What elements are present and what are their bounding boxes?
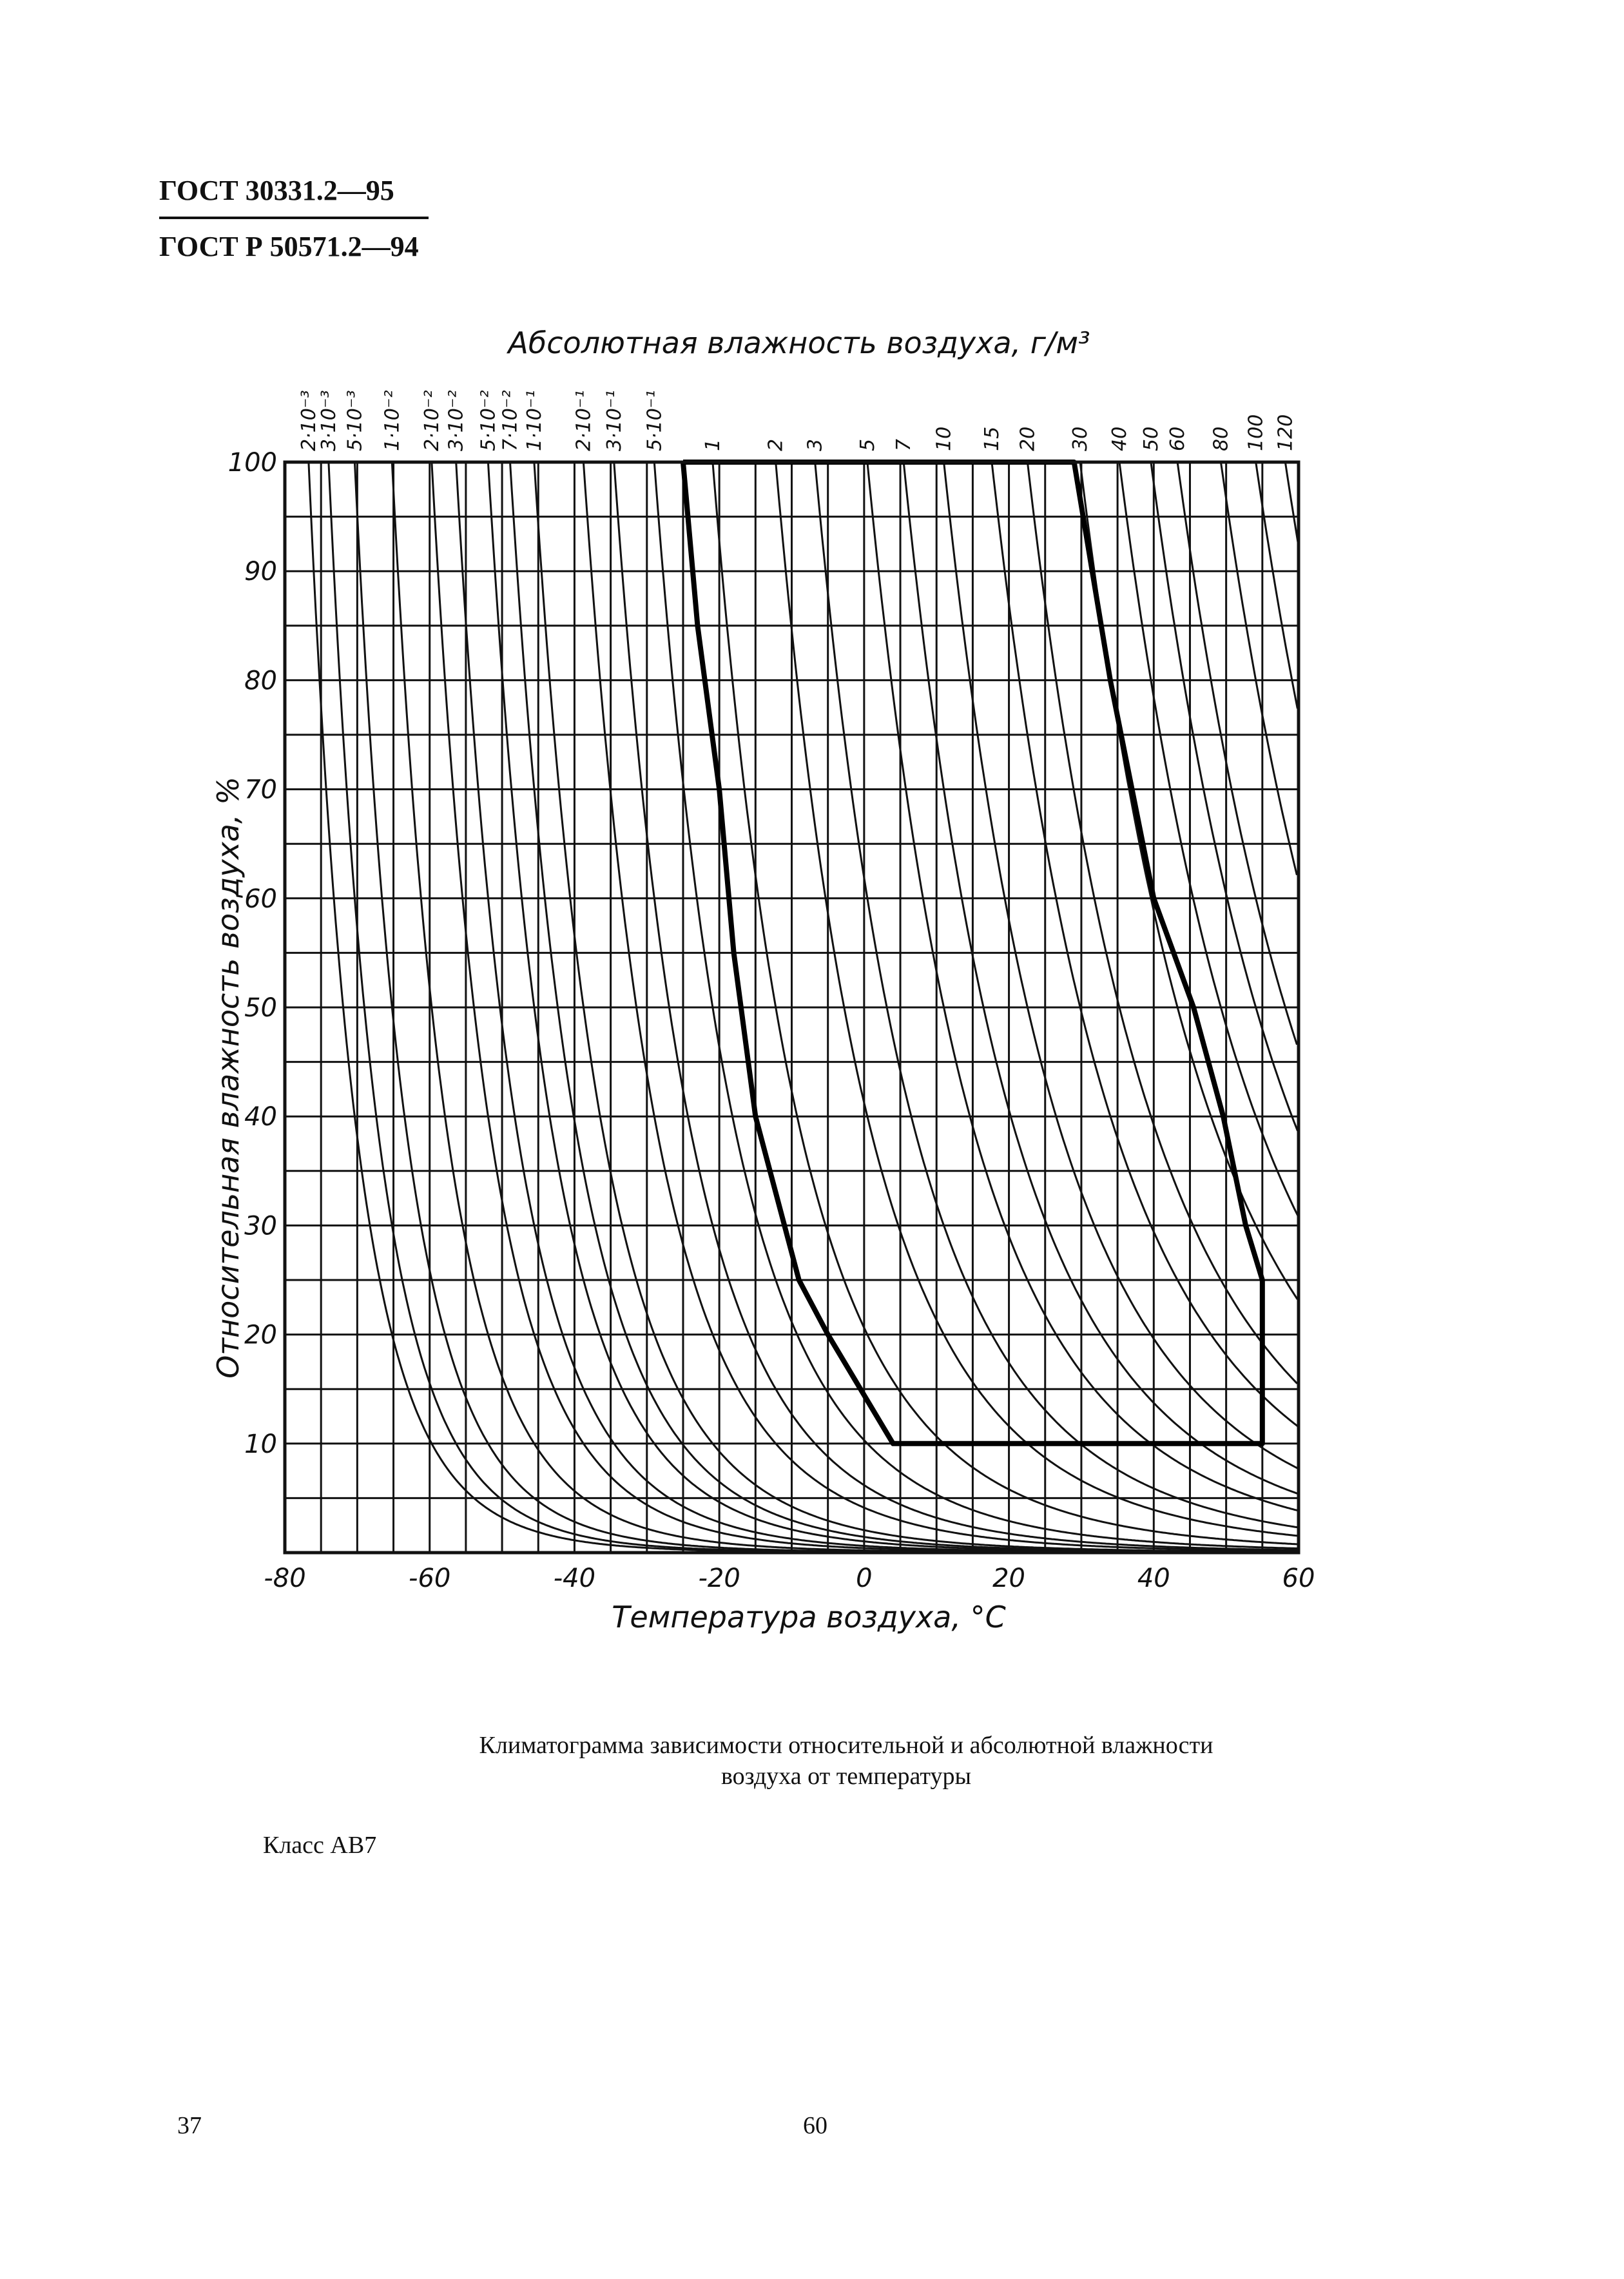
humidity-curve	[902, 462, 1299, 1495]
class-label: Класс АВ7	[263, 1832, 376, 1859]
caption-line: воздуха от температуры	[721, 1763, 971, 1790]
humidity-curve	[814, 462, 1299, 1529]
curve-label: 10	[933, 427, 956, 451]
humidity-curve	[1150, 462, 1299, 1132]
x-tick-label: 0	[856, 1564, 872, 1593]
x-tick-label: -60	[409, 1564, 450, 1593]
curve-label: 15	[981, 427, 1003, 451]
humidity-curve	[1026, 462, 1298, 1384]
chart-title: Абсолютная влажность воздуха, г/м³	[506, 325, 1090, 360]
y-tick-label: 30	[244, 1211, 277, 1241]
y-tick-label: 90	[244, 557, 277, 587]
humidity-curve	[991, 462, 1299, 1428]
y-tick-label: 100	[228, 448, 277, 478]
y-tick-label: 20	[244, 1321, 277, 1350]
curve-label: 3·10⁻¹	[603, 390, 626, 451]
curve-label: 50	[1140, 427, 1163, 451]
curve-label: 7·10⁻²	[499, 390, 522, 451]
page-number: 60	[803, 2112, 827, 2139]
curve-label: 7	[893, 439, 915, 451]
humidity-curve	[653, 462, 1297, 1549]
curve-label: 3·10⁻³	[318, 390, 340, 451]
humidity-curve	[1219, 462, 1298, 876]
curve-label: 60	[1166, 427, 1189, 451]
curve-label: 3	[804, 439, 827, 451]
curve-label: 40	[1108, 427, 1131, 451]
caption-line: Климатограмма зависимости относительной …	[479, 1732, 1213, 1759]
curve-label: 20	[1016, 427, 1039, 451]
y-tick-label: 40	[244, 1102, 277, 1132]
humidity-curve	[613, 462, 1299, 1551]
curve-label: 100	[1245, 414, 1268, 451]
y-tick-label: 50	[244, 993, 277, 1023]
humidity-curve	[943, 462, 1299, 1470]
curve-label: 120	[1274, 414, 1297, 451]
x-tick-label: 60	[1282, 1564, 1315, 1593]
class-boundary	[680, 460, 1265, 1446]
curve-label: 2	[765, 439, 788, 451]
humidity-curve	[1255, 462, 1299, 709]
page-number-left: 37	[177, 2112, 202, 2139]
curve-label: 1	[702, 439, 724, 451]
humidity-curve	[1176, 462, 1298, 1045]
x-tick-label: -20	[698, 1564, 740, 1593]
curve-label: 3·10⁻²	[445, 390, 468, 451]
x-tick-label: -40	[554, 1564, 595, 1593]
x-tick-label: 20	[992, 1564, 1025, 1593]
x-tick-label: -80	[264, 1564, 305, 1593]
y-tick-label: 80	[244, 666, 277, 695]
humidity-curve	[533, 462, 1299, 1553]
y-axis-label: Относительная влажность воздуха, %	[211, 777, 246, 1379]
humidity-curve	[1284, 462, 1299, 543]
y-tick-label: 10	[244, 1430, 277, 1459]
header-line: ГОСТ 30331.2—95	[159, 175, 394, 206]
humidity-curve	[711, 462, 1298, 1546]
y-tick-label: 70	[244, 775, 277, 805]
humidity-curve	[1118, 462, 1299, 1218]
curve-label: 5·10⁻¹	[643, 390, 666, 451]
curve-label: 2·10⁻³	[298, 390, 320, 451]
x-tick-label: 40	[1137, 1564, 1170, 1593]
curve-label: 80	[1210, 427, 1232, 451]
curve-label: 30	[1069, 427, 1092, 451]
curve-label: 2·10⁻¹	[572, 390, 595, 451]
curve-label: 1·10⁻¹	[523, 390, 546, 451]
x-axis-label: Температура воздуха, °С	[612, 1600, 1005, 1634]
curve-label: 2·10⁻²	[421, 390, 443, 451]
curves	[307, 462, 1299, 1553]
curve-label: 5	[856, 439, 879, 451]
humidity-curve	[866, 462, 1299, 1512]
y-tick-label: 60	[244, 884, 277, 914]
curve-label: 5·10⁻²	[477, 390, 499, 451]
humidity-curve	[775, 462, 1297, 1537]
humidity-curve	[582, 462, 1299, 1552]
curve-label: 1·10⁻²	[381, 390, 403, 451]
curve-label: 5·10⁻³	[343, 390, 366, 451]
plot-frame	[283, 460, 1300, 1555]
header-line: ГОСТ Р 50571.2—94	[159, 231, 419, 262]
